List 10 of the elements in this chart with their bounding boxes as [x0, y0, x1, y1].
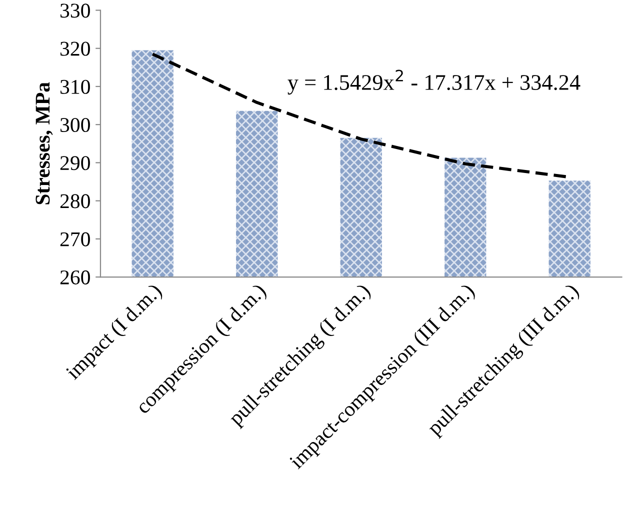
y-tick-label: 320: [60, 42, 90, 56]
y-tick-label: 260: [60, 270, 90, 284]
y-tick-label: 280: [60, 194, 90, 208]
y-tick-label: 300: [60, 118, 90, 132]
y-tick-label: 290: [60, 156, 90, 170]
y-tick-label: 310: [60, 80, 90, 94]
y-tick-label: 330: [60, 4, 90, 18]
y-tick-label: 270: [60, 232, 90, 246]
y-axis-title: Stresses, MPa: [36, 82, 53, 204]
annotation: y = 1.5429x$^{2}$ - 17.317x + 334.24: [288, 70, 580, 95]
